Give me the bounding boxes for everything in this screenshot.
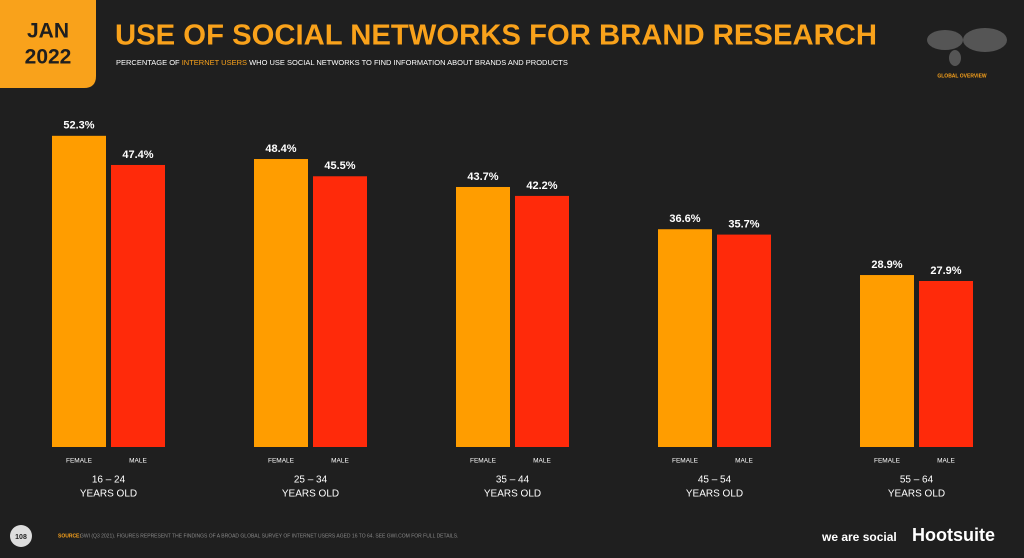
category-suffix: YEARS OLD	[80, 489, 137, 500]
category-label: 25 – 34	[294, 475, 328, 486]
bar	[860, 275, 914, 447]
series-label: MALE	[331, 458, 349, 465]
source-text: GWI (Q3 2021). FIGURES REPRESENT THE FIN…	[80, 533, 458, 539]
value-label: 45.5%	[324, 160, 355, 172]
category-suffix: YEARS OLD	[888, 489, 945, 500]
subtitle-highlight: INTERNET USERS	[182, 58, 247, 67]
subtitle-text: WHO USE SOCIAL NETWORKS TO FIND INFORMAT…	[247, 58, 568, 67]
brand-we-are-social: we are social	[821, 530, 897, 544]
source-label: SOURCE:	[58, 533, 81, 539]
series-label: FEMALE	[66, 458, 93, 465]
category-suffix: YEARS OLD	[282, 489, 339, 500]
series-label: MALE	[735, 458, 753, 465]
value-label: 52.3%	[63, 120, 94, 132]
value-label: 42.2%	[526, 180, 557, 192]
page-badge	[10, 525, 32, 547]
badge-year: 2022	[25, 46, 72, 69]
bar	[515, 195, 569, 447]
series-label: MALE	[533, 458, 551, 465]
bar	[456, 186, 510, 448]
world-map-icon	[927, 28, 1007, 66]
value-label: 36.6%	[669, 213, 700, 225]
value-label: 43.7%	[467, 171, 498, 183]
series-label: FEMALE	[470, 458, 497, 465]
category-suffix: YEARS OLD	[686, 489, 743, 500]
bar	[111, 164, 165, 447]
global-overview: GLOBAL OVERVIEW	[937, 73, 987, 79]
category-label: 35 – 44	[496, 475, 530, 486]
category-label: 45 – 54	[698, 475, 732, 486]
chart-title: USE OF SOCIAL NETWORKS FOR BRAND RESEARC…	[115, 20, 877, 52]
brand-hootsuite: Hootsuite	[912, 525, 995, 545]
category-label: 55 – 64	[900, 475, 934, 486]
page-number: 108	[15, 534, 27, 541]
category-suffix: YEARS OLD	[484, 489, 541, 500]
value-label: 35.7%	[728, 218, 759, 230]
subtitle: PERCENTAGE OF INTERNET USERS WHO USE SOC…	[116, 58, 568, 67]
value-label: 47.4%	[122, 149, 153, 161]
bar	[52, 135, 106, 447]
bar	[254, 159, 308, 447]
plot: 52.3% FEMALE 47.4% MALE 16 – 24 YEARS OLD 48.4…	[52, 120, 973, 500]
series-label: FEMALE	[672, 458, 699, 465]
series-label: FEMALE	[268, 458, 295, 465]
bar	[717, 234, 771, 447]
bar	[658, 229, 712, 447]
bar	[313, 176, 367, 447]
bar	[919, 280, 973, 447]
subtitle-text: PERCENTAGE OF	[116, 58, 182, 67]
value-label: 27.9%	[930, 265, 961, 277]
category-label: 16 – 24	[92, 475, 126, 486]
series-label: MALE	[129, 458, 147, 465]
series-label: FEMALE	[874, 458, 901, 465]
date-badge	[0, 0, 96, 88]
value-label: 28.9%	[871, 259, 902, 271]
badge-month: JAN	[27, 20, 69, 43]
value-label: 48.4%	[265, 143, 296, 155]
series-label: MALE	[937, 458, 955, 465]
